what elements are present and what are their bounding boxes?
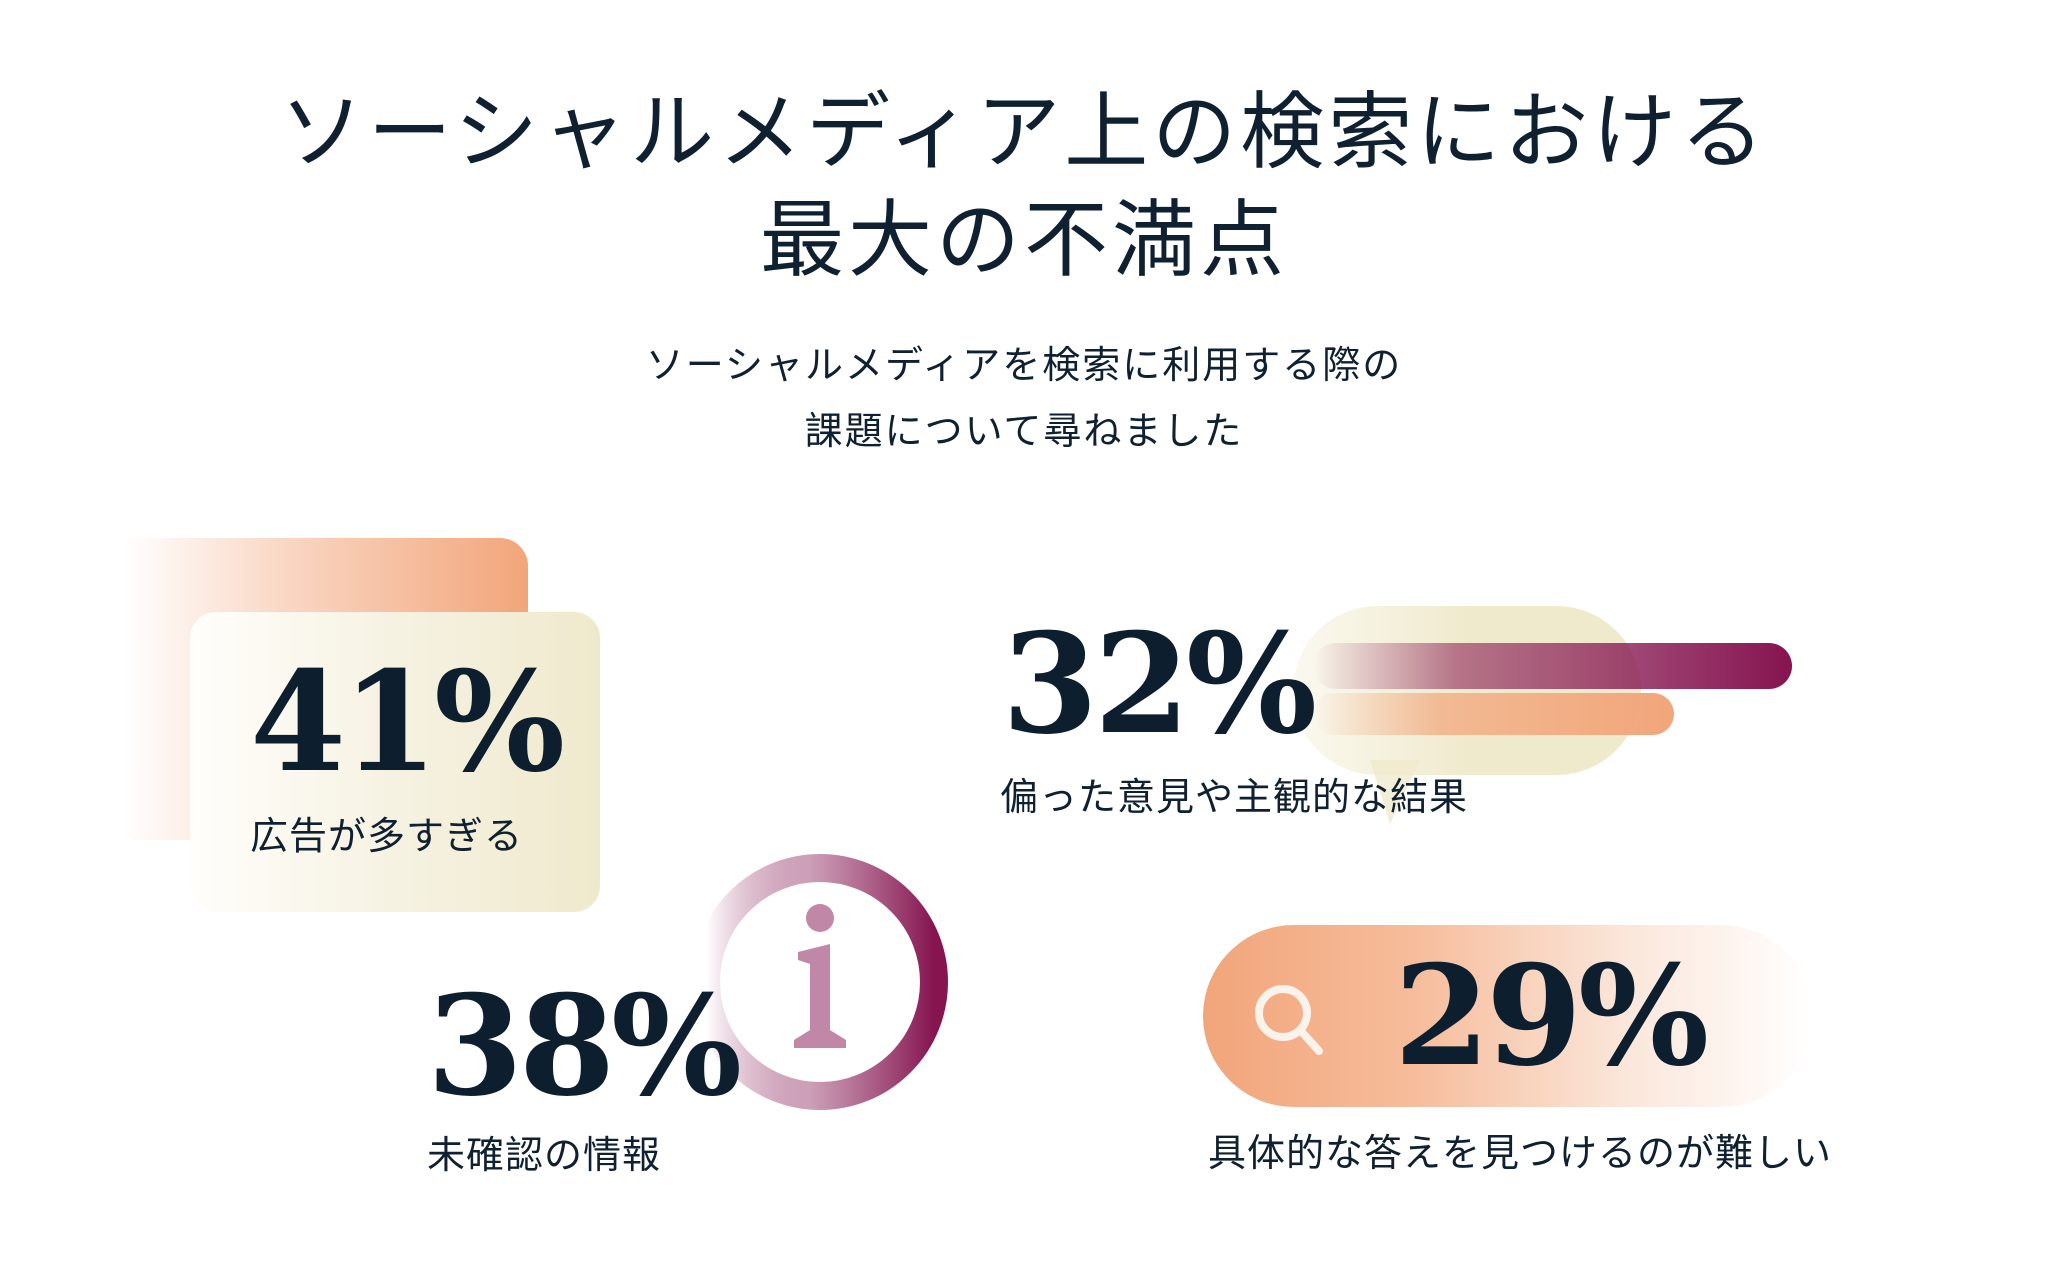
bar-orange-icon [1313, 693, 1674, 735]
stat-value-bias: 32% [1002, 602, 1317, 765]
stat-card-ads [190, 612, 600, 912]
speech-bubble-icon [1293, 606, 1641, 775]
page-title: ソーシャルメディア上の検索における 最大の不満点 [0, 78, 2048, 294]
stat-label-ads: 広告が多すぎる [250, 814, 524, 858]
speech-bubble-tail-icon [1370, 760, 1420, 824]
stat-value-ads: 41% [250, 640, 565, 803]
title-line-1: ソーシャルメディア上の検索における [279, 83, 1769, 181]
stat-value-answers: 29% [1394, 934, 1709, 1097]
search-icon [1255, 985, 1323, 1055]
stat-value-unverified: 38% [427, 964, 742, 1127]
title-line-2: 最大の不満点 [759, 191, 1288, 289]
stat-label-unverified: 未確認の情報 [427, 1133, 662, 1177]
bar-purple-icon [1313, 643, 1792, 689]
info-icon [692, 854, 948, 1110]
stat-label-bias: 偏った意見や主観的な結果 [1000, 775, 1469, 819]
subtitle-line-2: 課題について尋ねました [804, 409, 1244, 453]
stat-label-answers: 具体的な答えを見つけるのが難しい [1208, 1131, 1833, 1175]
subtitle-line-1: ソーシャルメディアを検索に利用する際の [645, 343, 1403, 387]
subtitle: ソーシャルメディアを検索に利用する際の 課題について尋ねました [0, 332, 2048, 464]
